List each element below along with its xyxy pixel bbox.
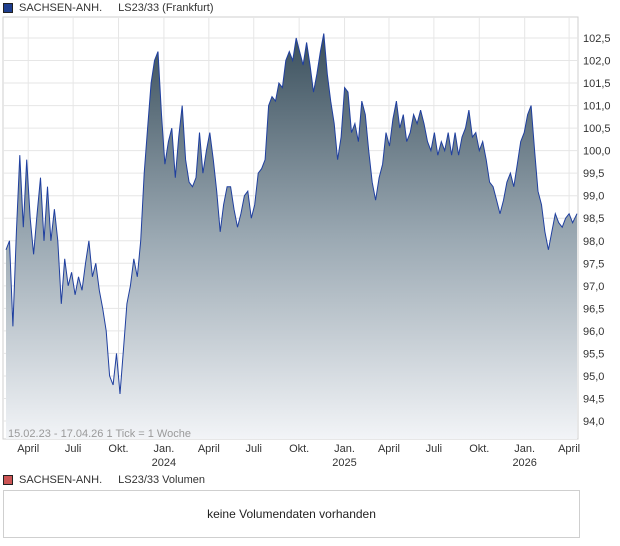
y-tick-label: 99,0: [583, 191, 604, 203]
volume-series-name: LS23/33 Volumen: [118, 474, 205, 486]
x-tick-label: Juli: [65, 443, 82, 455]
y-tick-label: 98,5: [583, 213, 604, 225]
y-tick-label: 94,5: [583, 393, 604, 405]
x-tick-year-label: 2025: [332, 457, 356, 469]
y-tick-label: 95,0: [583, 371, 604, 383]
x-tick-label: Okt.: [469, 443, 489, 455]
y-tick-label: 99,5: [583, 168, 604, 180]
y-tick-label: 100,5: [583, 123, 611, 135]
x-tick-label: Okt.: [108, 443, 128, 455]
x-tick-label: Jan.: [334, 443, 355, 455]
volume-instrument-name: SACHSEN-ANH.: [19, 474, 103, 486]
y-axis-labels: 94,0 94,5 95,0 95,5 96,0 96,5 97,0 97,5 98,0 98,5…: [583, 33, 611, 428]
x-tick-label: April: [198, 443, 220, 455]
price-series-name: LS23/33 (Frankfurt): [118, 2, 214, 14]
x-tick-label: Okt.: [289, 443, 309, 455]
price-line: [5, 33, 578, 395]
volume-series-swatch: [3, 475, 13, 485]
range-note: 15.02.23 - 17.04.26 1 Tick = 1 Woche: [8, 428, 191, 440]
y-tick-label: 95,5: [583, 348, 604, 360]
volume-message: keine Volumendaten vorhanden: [207, 507, 376, 521]
y-tick-label: 96,0: [583, 326, 604, 338]
x-tick-label: Jan.: [514, 443, 535, 455]
y-tick-label: 102,0: [583, 56, 611, 68]
y-tick-label: 101,5: [583, 78, 611, 90]
x-tick-label: Jan.: [154, 443, 175, 455]
volume-legend: SACHSEN-ANH. LS23/33 Volumen: [3, 474, 205, 486]
y-tick-label: 94,0: [583, 416, 604, 428]
price-instrument-name: SACHSEN-ANH.: [19, 2, 103, 14]
y-tick-label: 102,5: [583, 33, 611, 45]
y-tick-label: 98,0: [583, 236, 604, 248]
y-tick-label: 96,5: [583, 303, 604, 315]
x-tick-label: April: [378, 443, 400, 455]
y-tick-label: 97,5: [583, 258, 604, 270]
price-chart: 94,0 94,5 95,0 95,5 96,0 96,5 97,0 97,5 98,0 98,5…: [2, 16, 611, 469]
y-tick-label: 100,0: [583, 146, 611, 158]
x-tick-year-label: 2026: [512, 457, 536, 469]
x-tick-label: Juli: [426, 443, 443, 455]
price-legend: SACHSEN-ANH. LS23/33 (Frankfurt): [3, 2, 214, 14]
volume-panel: keine Volumendaten vorhanden: [3, 490, 580, 538]
y-tick-label: 101,0: [583, 101, 611, 113]
x-tick-label: April: [17, 443, 39, 455]
x-tick-year-label: 2024: [152, 457, 176, 469]
x-axis-labels: April Juli Okt. Jan. 2024 April Juli Okt. Jan. 20…: [17, 443, 580, 469]
y-tick-label: 97,0: [583, 281, 604, 293]
x-tick-label: Juli: [245, 443, 262, 455]
x-tick-label: April: [558, 443, 580, 455]
price-series-swatch: [3, 3, 13, 13]
